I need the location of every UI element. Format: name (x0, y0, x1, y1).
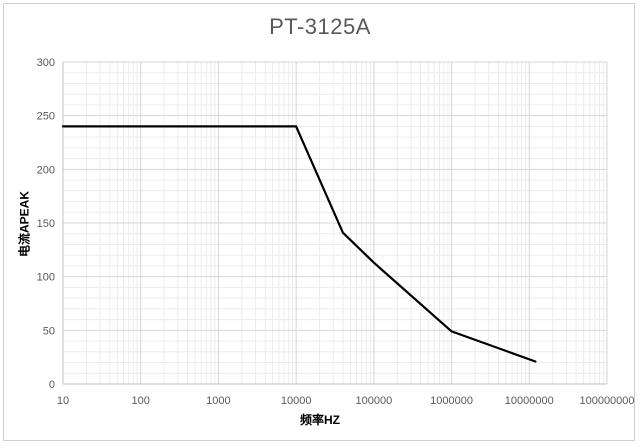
x-tick-label: 1000000 (430, 395, 473, 407)
x-tick-label: 10000 (281, 395, 312, 407)
x-tick-label: 10000000 (505, 395, 554, 407)
x-tick-labels: 10 100 1000 10000 100000 1000000 10000000 10000… (57, 395, 635, 407)
y-tick-label: 200 (37, 164, 55, 176)
series-group (61, 125, 537, 363)
x-tick-label: 100000000 (579, 395, 634, 407)
chart-title: PT-3125A (269, 14, 371, 39)
y-tick-labels: 0 50 100 150 200 250 300 (37, 57, 55, 391)
x-tick-label: 100 (132, 395, 150, 407)
series-line (61, 125, 537, 363)
y-tick-label: 100 (37, 272, 55, 284)
y-tick-label: 300 (37, 57, 55, 69)
x-axis-label: 频率HZ (300, 413, 340, 427)
y-tick-label: 0 (49, 379, 55, 391)
axes (62, 62, 607, 385)
x-tick-label: 10 (57, 395, 69, 407)
x-tick-label: 100000 (355, 395, 392, 407)
x-tick-label: 1000 (206, 395, 230, 407)
y-tick-label: 150 (37, 218, 55, 230)
y-tick-label: 50 (43, 325, 55, 337)
y-tick-label: 250 (37, 111, 55, 123)
